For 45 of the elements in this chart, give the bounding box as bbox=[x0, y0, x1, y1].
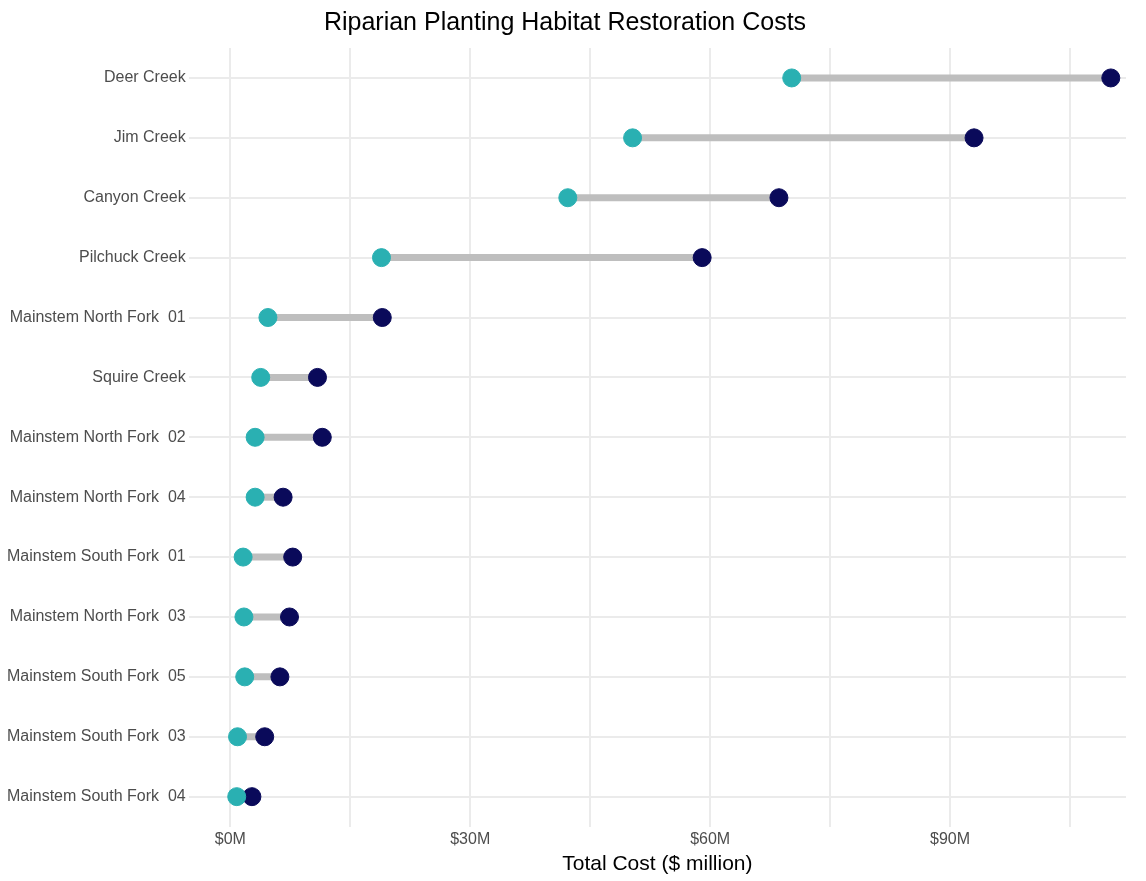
point bbox=[235, 667, 255, 687]
y-tick-label: Jim Creek bbox=[113, 128, 187, 146]
point bbox=[258, 308, 278, 328]
point bbox=[227, 787, 247, 807]
x-tick-label: $90M bbox=[930, 829, 971, 847]
point bbox=[251, 367, 271, 387]
point bbox=[245, 487, 265, 507]
y-tick-label: Mainstem North Fork 02 bbox=[9, 427, 186, 445]
x-axis-title: Total Cost ($ million) bbox=[562, 851, 753, 875]
point bbox=[372, 308, 392, 328]
point bbox=[964, 128, 984, 148]
point bbox=[255, 727, 275, 747]
point bbox=[242, 787, 262, 807]
point bbox=[280, 607, 300, 627]
y-tick-label: Pilchuck Creek bbox=[79, 248, 187, 266]
x-tick-label: $30M bbox=[450, 829, 491, 847]
chart-title: Riparian Planting Habitat Restoration Costs bbox=[323, 6, 807, 35]
y-tick-label: Mainstem North Fork 04 bbox=[9, 487, 186, 505]
y-tick-label: Squire Creek bbox=[92, 367, 187, 385]
point bbox=[273, 487, 293, 507]
point bbox=[312, 427, 332, 447]
point bbox=[1101, 68, 1121, 88]
point bbox=[308, 367, 327, 387]
point bbox=[769, 188, 789, 208]
y-tick-label: Mainstem South Fork 04 bbox=[6, 787, 186, 805]
y-tick-label: Mainstem South Fork 05 bbox=[6, 667, 186, 685]
x-tick-label: $60M bbox=[690, 829, 731, 847]
y-tick-label: Deer Creek bbox=[103, 68, 187, 86]
point bbox=[371, 248, 391, 268]
point bbox=[623, 128, 643, 148]
point bbox=[782, 68, 802, 88]
y-tick-label: Mainstem South Fork 03 bbox=[6, 727, 186, 745]
x-tick-label: $0M bbox=[214, 829, 246, 847]
point bbox=[234, 607, 254, 627]
y-tick-label: Canyon Creek bbox=[83, 188, 187, 206]
point bbox=[228, 727, 248, 747]
point bbox=[233, 547, 253, 567]
y-tick-label: Mainstem North Fork 01 bbox=[9, 307, 186, 325]
y-tick-label: Mainstem North Fork 03 bbox=[9, 607, 186, 625]
point bbox=[692, 248, 712, 268]
point bbox=[283, 547, 303, 567]
point bbox=[270, 667, 290, 687]
y-tick-label: Mainstem South Fork 01 bbox=[6, 547, 186, 565]
point bbox=[558, 188, 578, 208]
point bbox=[245, 427, 265, 447]
